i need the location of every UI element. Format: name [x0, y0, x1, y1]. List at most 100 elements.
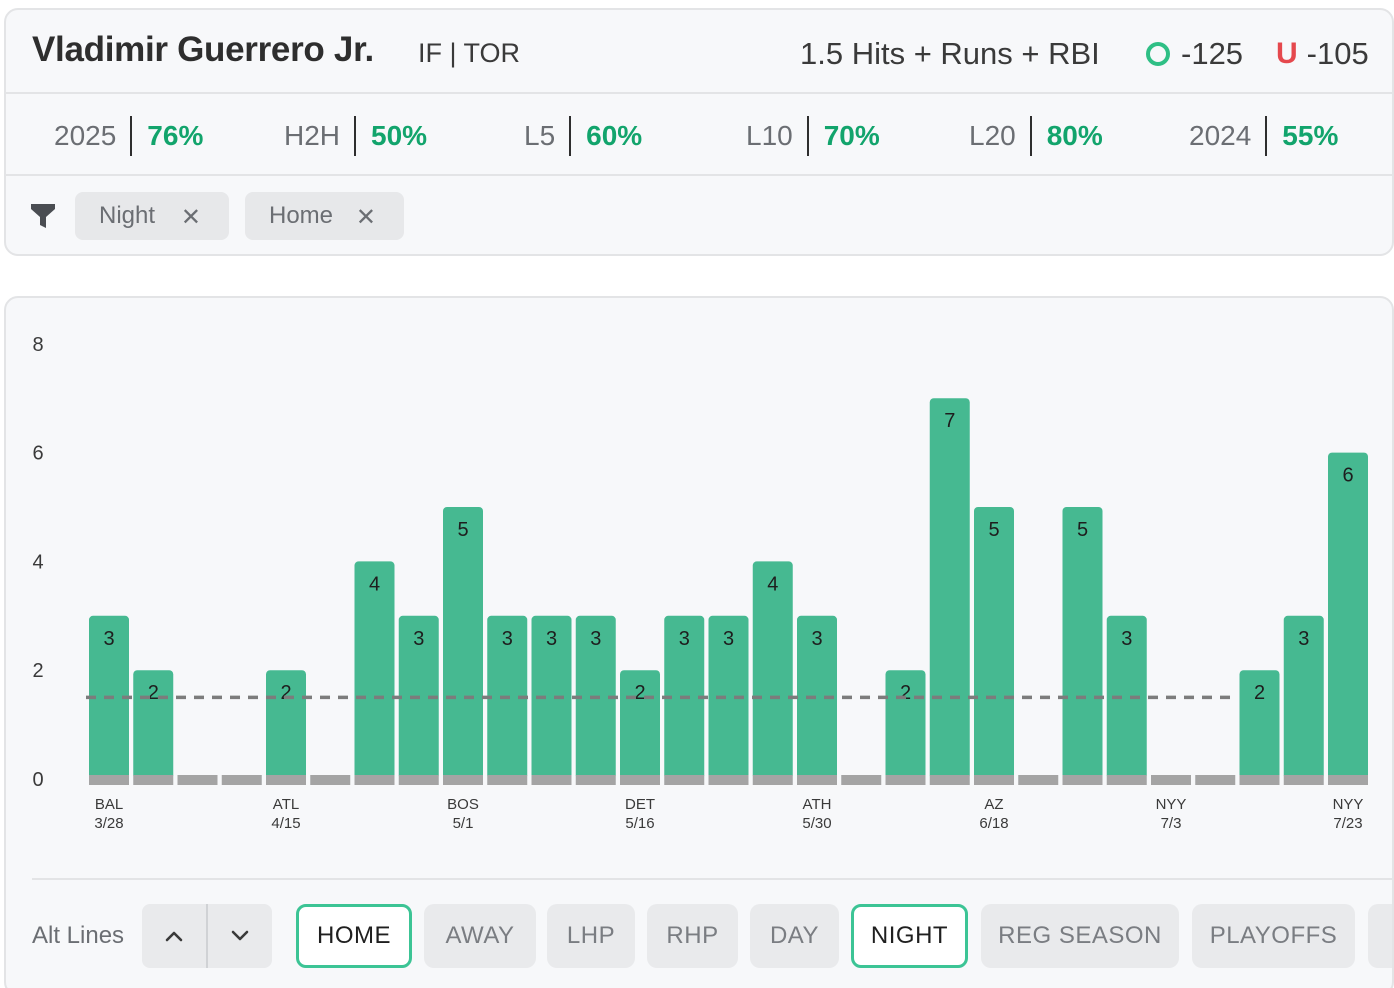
stat-value: 50% [371, 120, 428, 151]
bar[interactable] [708, 615, 749, 779]
tab-rhp[interactable]: RHP [647, 904, 738, 968]
bar-base [133, 775, 174, 785]
bar-value-label: 3 [590, 628, 601, 650]
bar[interactable] [929, 398, 970, 779]
bar-base [797, 775, 837, 785]
player-name[interactable]: Vladimir Guerrero Jr. [32, 30, 374, 69]
bar-value-label: 4 [369, 573, 380, 595]
divider [32, 878, 1392, 880]
stat-l20[interactable]: L20 80% [969, 116, 1103, 156]
under-odds-button[interactable]: U -105 [1276, 36, 1369, 72]
bar[interactable] [443, 507, 483, 779]
tab-home[interactable]: HOME [296, 904, 412, 968]
under-odds: -105 [1306, 36, 1369, 71]
bar-value-label: 3 [723, 628, 734, 650]
bar-base [266, 775, 306, 785]
y-tick-label: 8 [32, 334, 43, 356]
tab-more[interactable] [1368, 904, 1392, 968]
bar-base [531, 775, 572, 785]
y-tick-label: 0 [32, 769, 43, 791]
bar-value-label: 3 [546, 628, 557, 650]
bar-base [752, 775, 793, 785]
x-tick-team: BOS [447, 796, 479, 813]
stat-value: 55% [1282, 120, 1339, 151]
bar-base [885, 775, 926, 785]
stat-label: L10 [746, 116, 809, 156]
bar-base [398, 775, 439, 785]
filter-chip-home[interactable]: Home ✕ [245, 192, 404, 240]
chevron-down-icon [231, 930, 249, 941]
x-tick-team: AZ [984, 796, 1003, 813]
bar[interactable] [1062, 507, 1103, 779]
close-icon[interactable]: ✕ [180, 204, 201, 231]
bar-base [177, 775, 218, 785]
filter-funnel-icon[interactable] [30, 202, 56, 230]
bar-base [1283, 775, 1324, 785]
bar-value-label: 3 [1298, 628, 1309, 650]
over-odds-button[interactable]: -125 [1146, 36, 1243, 72]
x-tick-team: NYY [1333, 796, 1364, 813]
game-log-bar-chart: 0 2 4 6 8 3 2 2 4 3 5 3 3 3 2 3 3 4 3 2 7 5 5 3 2 3 6 BAL 3/28 ATL 4/1… [32, 334, 1368, 832]
bar-base [1328, 775, 1368, 785]
bar-value-label: 3 [502, 628, 513, 650]
stat-value: 70% [823, 120, 880, 151]
bar-base [1195, 775, 1236, 785]
stat-l5[interactable]: L5 60% [524, 116, 642, 156]
filter-chip-night[interactable]: Night ✕ [75, 192, 229, 240]
x-tick-date: 7/3 [1161, 815, 1182, 832]
stat-value: 76% [147, 120, 204, 151]
x-tick-date: 5/16 [625, 815, 654, 832]
bar-base [1239, 775, 1280, 785]
y-tick-label: 6 [32, 443, 43, 465]
chip-label: Home [269, 202, 334, 229]
bar-value-label: 2 [280, 682, 291, 704]
bar-base [974, 775, 1014, 785]
stat-2024[interactable]: 2024 55% [1189, 116, 1338, 156]
bar[interactable] [974, 507, 1014, 779]
bar-value-label: 6 [1342, 465, 1353, 487]
bar-value-label: 2 [900, 682, 911, 704]
alt-lines-label: Alt Lines [32, 922, 125, 949]
tab-night[interactable]: NIGHT [851, 904, 968, 968]
tab-day[interactable]: DAY [750, 904, 839, 968]
bar[interactable] [531, 615, 572, 779]
bar-base [929, 775, 970, 785]
bar-value-label: 4 [767, 573, 778, 595]
bar-base [443, 775, 483, 785]
bar[interactable] [1283, 615, 1324, 779]
stat-l10[interactable]: L10 70% [746, 116, 880, 156]
alt-line-down-button[interactable] [208, 904, 272, 968]
bar[interactable] [354, 561, 395, 779]
alt-line-up-button[interactable] [142, 904, 206, 968]
bar[interactable] [1106, 615, 1147, 779]
x-tick-team: ATL [273, 796, 299, 813]
bar[interactable] [752, 561, 793, 779]
bar-base [310, 775, 351, 785]
tab-playoffs[interactable]: PLAYOFFS [1192, 904, 1355, 968]
bar[interactable] [797, 615, 837, 779]
close-icon[interactable]: ✕ [355, 204, 376, 231]
stat-2025[interactable]: 2025 76% [54, 116, 203, 156]
bar-base [1062, 775, 1103, 785]
chevron-up-icon [165, 931, 183, 942]
bar[interactable] [1239, 670, 1280, 779]
y-tick-label: 4 [32, 551, 43, 573]
tab-reg-season[interactable]: REG SEASON [981, 904, 1179, 968]
stat-label: L20 [969, 116, 1032, 156]
chip-label: Night [99, 202, 156, 229]
bar-base [575, 775, 616, 785]
bar-base [620, 775, 660, 785]
over-odds: -125 [1181, 36, 1244, 71]
x-tick-date: 6/18 [979, 815, 1008, 832]
bar-value-label: 7 [944, 410, 955, 432]
stat-h2h[interactable]: H2H 50% [284, 116, 427, 156]
bar-base [221, 775, 262, 785]
tab-away[interactable]: AWAY [424, 904, 536, 968]
player-position-team: IF | TOR [418, 38, 521, 68]
bar-base [664, 775, 705, 785]
bar[interactable] [1328, 452, 1368, 779]
stat-label: H2H [284, 116, 357, 156]
tab-lhp[interactable]: LHP [547, 904, 635, 968]
x-tick-date: 3/28 [94, 815, 123, 832]
bar-base [1018, 775, 1059, 785]
